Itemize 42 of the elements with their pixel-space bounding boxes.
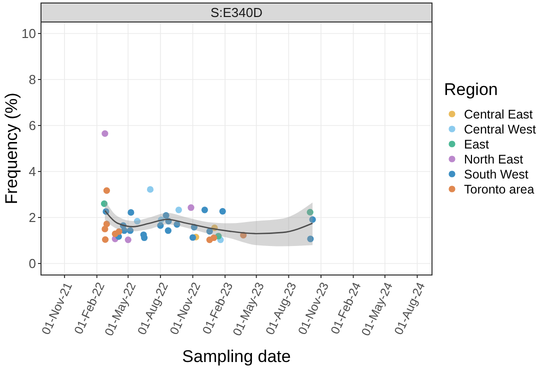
point: [103, 187, 110, 194]
point: [116, 228, 122, 235]
point: [162, 212, 170, 219]
point: [102, 226, 108, 232]
point: [219, 208, 226, 215]
x-axis-title: Sampling date: [182, 347, 291, 366]
point: [307, 236, 314, 242]
point: [309, 216, 316, 223]
point: [102, 236, 109, 243]
y-tick-label: 8: [28, 72, 36, 88]
legend-title: Region: [444, 80, 498, 99]
point: [140, 234, 148, 242]
point: [126, 227, 134, 234]
point: [189, 234, 196, 241]
point: [201, 206, 208, 214]
y-tick-label: 0: [28, 256, 36, 272]
y-axis-title: Frequency (%): [2, 92, 21, 204]
legend-label: Central East: [464, 107, 534, 122]
y-tick-label: 10: [22, 26, 36, 42]
point: [146, 186, 154, 193]
point: [306, 208, 314, 216]
chart-title: S:E340D: [210, 5, 263, 20]
point: [124, 236, 132, 244]
legend-label: East: [464, 137, 490, 152]
y-tick-label: 2: [28, 210, 36, 226]
point: [188, 204, 194, 211]
point: [134, 218, 141, 224]
y-tick-label: 6: [28, 118, 36, 134]
legend-label: South West: [464, 167, 529, 182]
legend-label: North East: [464, 152, 524, 166]
point: [157, 222, 164, 229]
point: [100, 200, 108, 207]
legend-label: Central West: [464, 122, 537, 136]
point: [174, 221, 180, 228]
point: [210, 234, 218, 242]
point: [206, 228, 213, 235]
point: [175, 206, 182, 214]
legend-label: Toronto area: [464, 182, 534, 196]
y-tick-label: 4: [28, 164, 36, 180]
point: [164, 227, 172, 234]
point: [128, 209, 134, 216]
point: [102, 130, 108, 137]
